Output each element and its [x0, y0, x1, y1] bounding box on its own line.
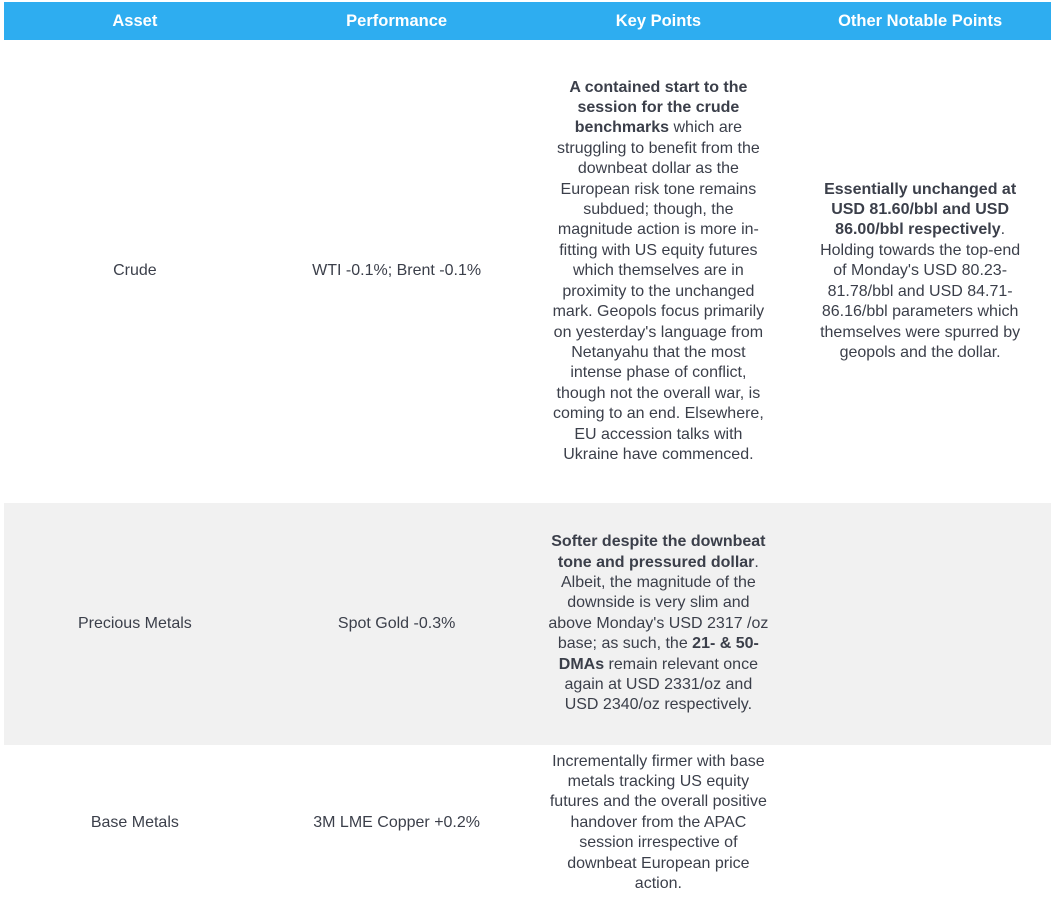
bold-text-segment: Essentially unchanged at USD 81.60/bbl a… — [824, 180, 1017, 239]
key-points-cell: Softer despite the downbeat tone and pre… — [527, 503, 790, 745]
table-row: Crude WTI -0.1%; Brent -0.1% A contained… — [4, 40, 1051, 503]
header-row: Asset Performance Key Points Other Notab… — [4, 2, 1051, 40]
commodities-table: Asset Performance Key Points Other Notab… — [4, 2, 1051, 901]
key-points-cell: A contained start to the session for the… — [528, 40, 790, 503]
text-segment: Incrementally firmer with base metals tr… — [549, 752, 767, 893]
asset-cell: Precious Metals — [4, 503, 266, 745]
other-notable-points-cell — [789, 745, 1051, 901]
performance-cell: WTI -0.1%; Brent -0.1% — [312, 262, 482, 280]
header-other-notable-points: Other Notable Points — [789, 2, 1051, 40]
header-asset: Asset — [4, 2, 266, 40]
text-segment: remain relevant once again at USD 2331/o… — [564, 655, 758, 714]
bold-text-segment: A contained start to the session for the… — [569, 78, 748, 137]
text-segment: which are struggling to benefit from the… — [552, 119, 765, 463]
bold-text-segment: Softer despite the downbeat tone and pre… — [551, 533, 766, 571]
table-row: Precious Metals Spot Gold -0.3% Softer d… — [4, 503, 1051, 745]
header-key-points: Key Points — [527, 2, 790, 40]
text-segment: . Holding towards the top-end of Monday'… — [820, 221, 1021, 361]
table-row: Base Metals 3M LME Copper +0.2% Incremen… — [4, 745, 1051, 901]
header-performance: Performance — [265, 2, 528, 40]
key-points-cell: Incrementally firmer with base metals tr… — [528, 745, 790, 901]
asset-cell: Crude — [113, 262, 157, 280]
other-notable-points-cell: Essentially unchanged at USD 81.60/bbl a… — [789, 40, 1051, 503]
text-segment: . Albeit, the magnitude of the downside … — [548, 553, 769, 653]
performance-cell: 3M LME Copper +0.2% — [313, 813, 480, 831]
other-notable-points-cell — [789, 503, 1051, 745]
bold-text-segment: 21- & 50-DMAs — [558, 635, 759, 673]
asset-cell: Base Metals — [90, 813, 179, 831]
performance-cell: Spot Gold -0.3% — [265, 503, 528, 745]
